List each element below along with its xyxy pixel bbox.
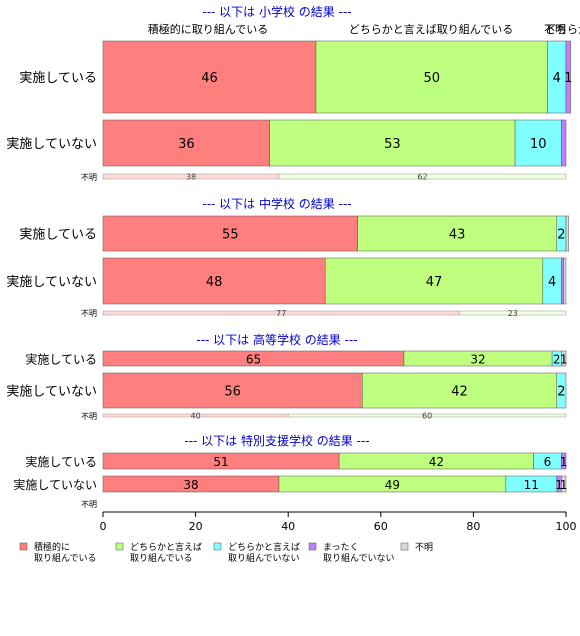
unknown-segment xyxy=(287,413,567,418)
data-label: 38 xyxy=(183,478,198,492)
legend-label: まったく xyxy=(323,542,359,553)
legend-label: 取り組んでいる xyxy=(34,552,97,564)
bar-segment xyxy=(324,257,544,305)
row-label: 実施している xyxy=(19,70,97,86)
row-label-unknown: 不明 xyxy=(81,412,97,421)
data-label: 43 xyxy=(449,228,466,243)
bar-segment xyxy=(102,215,358,252)
data-label: 6 xyxy=(544,455,552,469)
data-label: 50 xyxy=(423,71,440,86)
x-tick-label: 20 xyxy=(189,520,203,533)
data-label: 1 xyxy=(564,71,572,86)
row-label: 実施している xyxy=(25,454,97,469)
data-label: 4 xyxy=(553,71,561,86)
panel-title: --- 以下は 特別支援学校 の結果 --- xyxy=(184,433,369,448)
data-label: 4 xyxy=(548,275,556,290)
data-label: 1 xyxy=(560,478,568,492)
unknown-label: 77 xyxy=(276,309,286,318)
column-header: 積極的に取り組んでいる xyxy=(148,22,268,36)
x-tick-label: 0 xyxy=(100,520,107,533)
legend-label: どちらかと言えば xyxy=(228,541,300,553)
row-label: 実施していない xyxy=(6,384,97,400)
x-tick-label: 80 xyxy=(466,520,480,533)
legend-label: 取り組んでいない xyxy=(323,552,395,564)
data-label: 47 xyxy=(426,275,443,290)
unknown-label: 38 xyxy=(186,173,196,182)
bar-segment xyxy=(565,215,570,252)
bar-segment xyxy=(556,372,567,409)
x-tick-label: 40 xyxy=(281,520,295,533)
unknown-label: 40 xyxy=(191,412,201,421)
data-label: 1 xyxy=(555,478,563,492)
x-tick-label: 100 xyxy=(556,520,577,533)
unknown-segment xyxy=(459,310,567,316)
bar-segment xyxy=(514,119,562,167)
row-label: 実施していない xyxy=(6,274,97,290)
x-tick-label: 60 xyxy=(374,520,388,533)
bar-segment xyxy=(561,119,567,167)
data-label: 56 xyxy=(224,385,241,400)
data-label: 1 xyxy=(560,353,568,367)
legend-swatch xyxy=(400,542,409,551)
legend-label: 積極的に xyxy=(34,541,70,553)
bar-segment xyxy=(102,119,270,167)
bar-segment xyxy=(563,257,567,305)
bar-segment xyxy=(565,40,571,114)
data-label: 10 xyxy=(530,137,547,152)
panel-title: --- 以下は 高等学校 の結果 --- xyxy=(196,332,357,347)
row-label-unknown: 不明 xyxy=(81,309,97,318)
data-label: 48 xyxy=(206,275,223,290)
row-label: 実施していない xyxy=(13,477,97,492)
bar-segment xyxy=(561,452,567,470)
data-label: 2 xyxy=(557,228,565,243)
bar-segment xyxy=(102,372,363,409)
bar-segment xyxy=(315,40,548,114)
data-label: 36 xyxy=(178,137,195,152)
bar-segment xyxy=(561,475,567,493)
unknown-label: 62 xyxy=(417,173,427,182)
data-label: 2 xyxy=(557,385,565,400)
row-label-unknown: 不明 xyxy=(81,500,97,509)
data-label: 51 xyxy=(213,455,228,469)
data-label: 55 xyxy=(222,228,239,243)
legend-swatch xyxy=(308,542,317,551)
data-label: 11 xyxy=(524,478,539,492)
bar-segment xyxy=(561,257,564,305)
legend-label: どちらかと言えば xyxy=(130,541,202,553)
panel-title: --- 以下は 中学校 の結果 --- xyxy=(202,196,351,211)
bar-segment xyxy=(362,372,557,409)
unknown-label: 23 xyxy=(508,309,518,318)
legend-swatch xyxy=(115,542,124,551)
column-header: どちらかと言えば取り組んでいる xyxy=(349,23,513,36)
data-label: 53 xyxy=(384,137,401,152)
legend-label: 取り組んでいる xyxy=(130,552,193,564)
column-header: 不明 xyxy=(544,23,566,36)
legend-label: 不明 xyxy=(415,542,433,553)
data-label: 46 xyxy=(201,71,218,86)
unknown-segment xyxy=(278,173,567,180)
row-label: 実施している xyxy=(19,227,97,243)
row-label: 実施していない xyxy=(6,136,97,152)
row-label-unknown: 不明 xyxy=(81,173,97,182)
data-label: 1 xyxy=(560,455,568,469)
bar-segment xyxy=(102,257,326,305)
unknown-label: 60 xyxy=(422,412,432,421)
legend-label: 取り組んでいない xyxy=(228,552,300,564)
data-label: 49 xyxy=(385,478,400,492)
data-label: 42 xyxy=(429,455,444,469)
data-label: 42 xyxy=(451,385,468,400)
data-label: 65 xyxy=(246,353,261,367)
data-label: 2 xyxy=(553,353,561,367)
panel-title: --- 以下は 小学校 の結果 --- xyxy=(202,4,351,19)
legend-swatch xyxy=(213,542,222,551)
data-label: 32 xyxy=(470,353,485,367)
row-label: 実施している xyxy=(25,352,97,367)
bar-segment xyxy=(561,350,567,367)
legend-swatch xyxy=(19,542,28,551)
bar-segment xyxy=(357,215,557,252)
